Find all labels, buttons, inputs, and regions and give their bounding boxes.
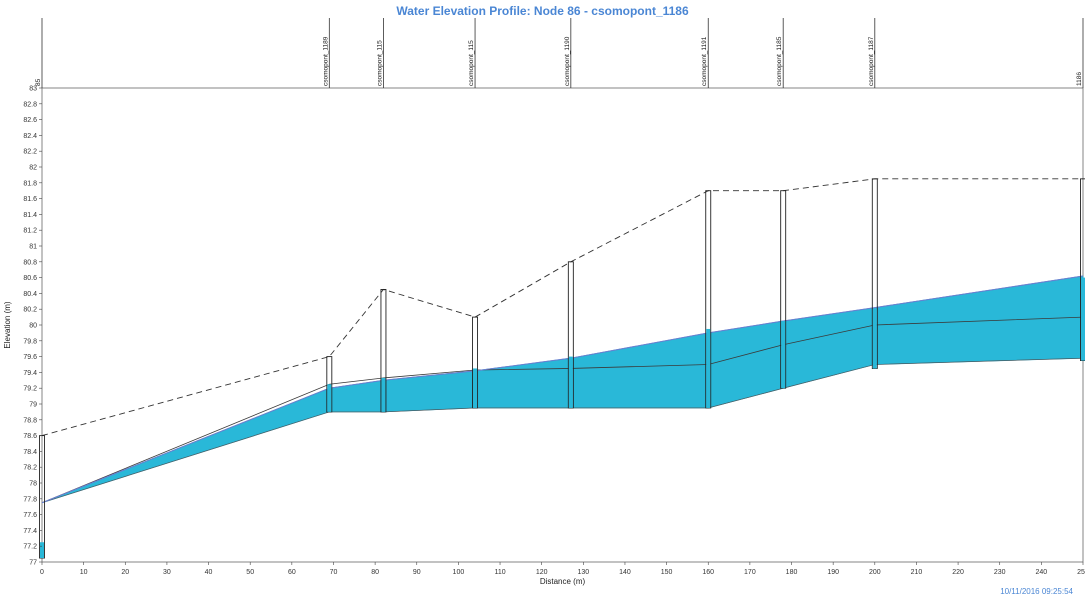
x-tick-label: 130: [577, 569, 589, 576]
manhole-water: [1081, 277, 1085, 361]
x-tick-label: 50: [246, 569, 254, 576]
x-tick-label: 180: [786, 569, 798, 576]
x-tick-label: 220: [952, 569, 964, 576]
timestamp: 10/11/2016 09:25:54: [1000, 587, 1073, 596]
x-tick-label: 170: [744, 569, 756, 576]
node-label: csomopont_1187: [868, 36, 875, 86]
y-axis-title: Elevation (m): [3, 301, 12, 348]
y-tick-label: 78.6: [23, 433, 37, 440]
manhole-water: [381, 377, 386, 412]
y-tick-label: 79.8: [23, 338, 37, 345]
y-tick-label: 81.8: [23, 180, 37, 187]
y-tick-label: 79.6: [23, 354, 37, 361]
chart-title: Water Elevation Profile: Node 86 - csomo…: [396, 4, 689, 18]
node-label: csomopont_1185: [776, 36, 783, 86]
x-tick-label: 60: [288, 569, 296, 576]
manhole-water: [568, 356, 573, 408]
y-tick-label: 81.2: [23, 228, 37, 235]
x-tick-label: 40: [205, 569, 213, 576]
node-label: 85: [35, 78, 42, 86]
y-tick-label: 79: [29, 402, 37, 409]
y-tick-label: 82: [29, 165, 37, 172]
node-label: csomopont_1189: [322, 36, 329, 86]
y-tick-label: 80.8: [23, 259, 37, 266]
x-tick-label: 110: [494, 569, 505, 576]
x-tick-label: 230: [994, 569, 1006, 576]
node-label: csomopont_1191: [701, 36, 708, 86]
y-tick-label: 79.2: [23, 386, 37, 393]
y-tick-label: 77.6: [23, 512, 37, 519]
y-tick-label: 83: [29, 86, 37, 93]
y-tick-label: 80.4: [23, 291, 37, 298]
manhole-water: [872, 309, 877, 369]
x-tick-label: 90: [413, 569, 421, 576]
manhole-water: [706, 328, 711, 408]
node-label: 1186: [1076, 72, 1083, 86]
y-tick-label: 78.2: [23, 465, 37, 472]
y-tick-label: 78: [29, 481, 37, 488]
x-tick-label: 140: [619, 569, 631, 576]
y-tick-label: 80.6: [23, 275, 37, 282]
node-label: csomopont_115: [376, 40, 383, 86]
y-tick-label: 81.6: [23, 196, 37, 203]
y-tick-label: 82.6: [23, 117, 37, 124]
y-tick-label: 77.8: [23, 496, 37, 503]
water-area: [41, 275, 1084, 504]
manhole-water: [327, 384, 332, 412]
y-tick-label: 80.2: [23, 307, 37, 314]
y-tick-label: 81.4: [23, 212, 37, 219]
x-axis-title: Distance (m): [540, 577, 586, 586]
x-tick-label: 30: [163, 569, 171, 576]
y-tick-label: 82.8: [23, 101, 37, 108]
x-tick-label: 20: [121, 569, 129, 576]
manhole-water: [781, 321, 786, 389]
y-tick-label: 77: [29, 560, 37, 567]
x-tick-label: 190: [827, 569, 839, 576]
y-tick-label: 81: [29, 244, 37, 251]
manhole-water: [40, 542, 44, 559]
node-label: csomopont_115: [468, 40, 475, 86]
x-tick-label: 210: [911, 569, 923, 576]
x-tick-label: 240: [1036, 569, 1048, 576]
x-tick-label: 0: [40, 569, 44, 576]
manhole: [380, 289, 387, 413]
y-tick-label: 77.2: [23, 544, 37, 551]
x-tick-label: 150: [661, 569, 673, 576]
x-tick-label: 160: [702, 569, 714, 576]
x-tick-label: 80: [371, 569, 379, 576]
node-label: csomopont_1190: [564, 36, 571, 86]
y-tick-label: 78.4: [23, 449, 37, 456]
manhole: [780, 190, 787, 389]
y-tick-label: 78.8: [23, 417, 37, 424]
y-tick-label: 79.4: [23, 370, 37, 377]
y-tick-label: 82.4: [23, 133, 37, 140]
y-tick-label: 77.4: [23, 528, 37, 535]
x-tick-label: 10: [80, 569, 88, 576]
y-tick-label: 80: [29, 323, 37, 330]
x-tick-label: 100: [453, 569, 465, 576]
x-tick-label: 250: [1077, 569, 1085, 576]
x-tick-label: 70: [330, 569, 338, 576]
y-tick-label: 82.2: [23, 149, 37, 156]
x-tick-label: 200: [869, 569, 881, 576]
x-tick-label: 120: [536, 569, 548, 576]
manhole-water: [473, 368, 478, 408]
